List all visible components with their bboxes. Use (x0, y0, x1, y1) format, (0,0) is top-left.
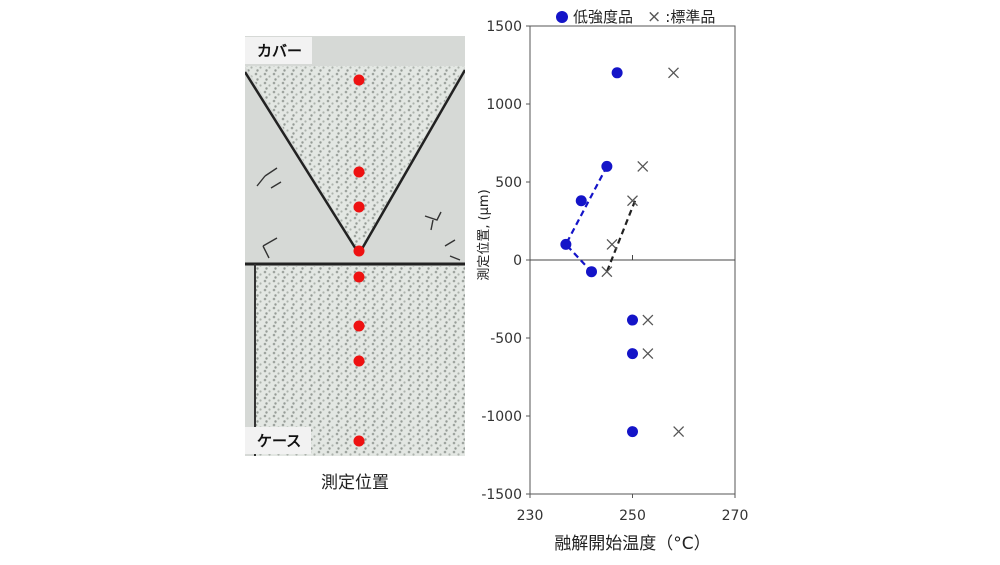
y-tick-label: 1000 (486, 97, 522, 113)
measurement-marker (353, 320, 365, 332)
legend-label-low-strength: 低強度品 (573, 8, 634, 26)
y-axis-label: 測定位置, (µm) (477, 189, 492, 280)
y-tick-label: -1500 (481, 487, 522, 503)
trend-line (564, 165, 608, 273)
chart-legend: 低強度品 ×:標準品 (556, 6, 715, 27)
measurement-marker (353, 201, 365, 213)
y-tick-label: 500 (495, 175, 522, 191)
measurement-marker (353, 435, 365, 447)
legend-circle-marker (556, 11, 568, 23)
data-point-x (673, 426, 685, 438)
measurement-marker (353, 74, 365, 86)
y-tick-label: -500 (490, 331, 522, 347)
data-point-x (606, 238, 618, 250)
data-point-x (668, 67, 679, 79)
data-point-x (642, 348, 654, 360)
data-point-circle (627, 426, 638, 438)
measurement-marker (353, 271, 365, 283)
micrograph-caption: 測定位置 (321, 473, 389, 493)
data-point-circle (560, 238, 572, 250)
data-point-circle (601, 160, 613, 172)
data-point-circle (611, 67, 623, 79)
data-point-x (637, 160, 649, 172)
data-point-circle (627, 348, 638, 360)
x-axis-label: 融解開始温度（°C） (554, 534, 710, 554)
y-tick-label: 0 (513, 253, 522, 269)
legend-x-marker: × (647, 7, 662, 27)
measurement-marker (353, 245, 365, 257)
data-point-x (601, 266, 613, 278)
data-point-x (642, 314, 654, 326)
y-tick-label: -1000 (481, 409, 522, 425)
cover-label: カバー (245, 37, 313, 64)
y-tick-label: 1500 (486, 19, 522, 35)
scatter-chart: 1500 1000 500 0 -500 -1000 -1500 230 250 270 融解開始温… (477, 19, 749, 554)
legend-label-standard: :標準品 (665, 8, 716, 26)
case-label: ケース (245, 427, 312, 454)
data-point-x (627, 195, 638, 207)
x-tick-label: 230 (517, 508, 544, 524)
x-tick-label: 270 (722, 508, 749, 524)
x-tick-label: 250 (619, 508, 646, 524)
measurement-marker (353, 355, 365, 367)
micrograph-image (245, 36, 465, 456)
data-point-circle (586, 266, 597, 278)
data-point-circle (627, 314, 638, 326)
trend-line (605, 200, 637, 273)
measurement-marker (353, 166, 365, 178)
data-point-circle (575, 195, 587, 207)
